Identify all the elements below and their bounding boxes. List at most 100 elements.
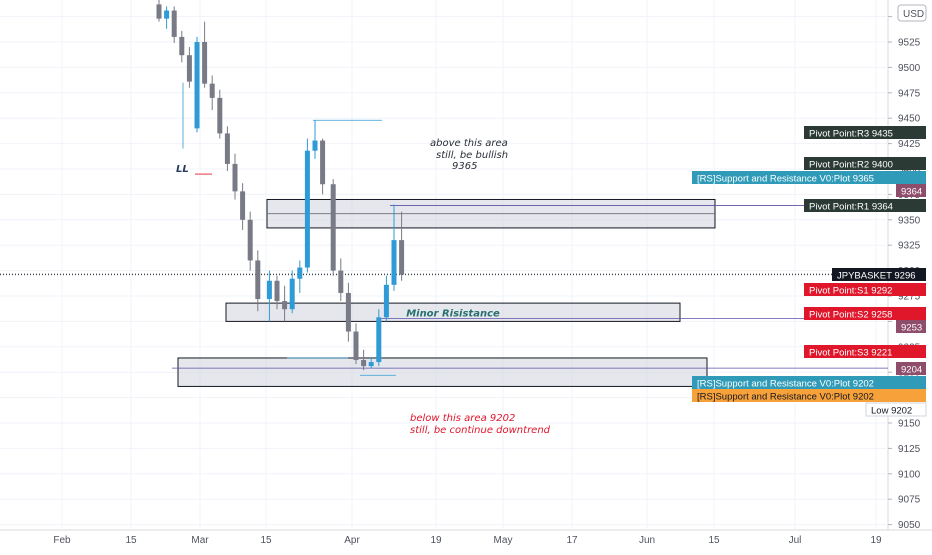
candle-body bbox=[240, 191, 246, 220]
candle-body bbox=[304, 150, 310, 268]
candle-body bbox=[209, 83, 215, 98]
price-tick-label: 9050 bbox=[898, 520, 921, 531]
level-badge bbox=[692, 376, 926, 389]
candle-body bbox=[345, 292, 351, 332]
candles-layer bbox=[156, 0, 405, 371]
annotation-below: still, be continue downtrend bbox=[410, 425, 551, 436]
price-tick-label: 9150 bbox=[898, 419, 921, 430]
time-tick-label: 15 bbox=[708, 535, 720, 546]
level-label: 9204 bbox=[901, 365, 922, 376]
candle-body bbox=[217, 97, 223, 134]
level-badge bbox=[804, 199, 926, 212]
candle-body bbox=[376, 317, 382, 363]
level-badge bbox=[804, 157, 926, 170]
zone-label: Minor Risistance bbox=[406, 308, 500, 319]
price-tick-label: 9275 bbox=[898, 292, 921, 303]
time-tick-label: Jun bbox=[639, 535, 655, 546]
level-label: Pivot Point:R1 9364 bbox=[809, 202, 893, 213]
candle-body bbox=[266, 280, 272, 300]
candle-body bbox=[179, 36, 185, 56]
candle-body bbox=[312, 140, 318, 151]
level-label: JPYBASKET 9296 bbox=[837, 271, 916, 282]
price-tick-label: 9100 bbox=[898, 469, 921, 480]
currency-label: USD bbox=[903, 9, 924, 20]
level-label: Pivot Point:S1 9292 bbox=[809, 286, 892, 297]
candle-body bbox=[247, 219, 253, 261]
zone-box bbox=[225, 302, 681, 322]
candle-body bbox=[164, 10, 170, 19]
price-tick-label: 9500 bbox=[898, 63, 921, 74]
time-tick-label: 15 bbox=[260, 535, 272, 546]
time-tick-label: Jul bbox=[789, 535, 802, 546]
time-tick-label: 15 bbox=[125, 535, 137, 546]
price-tick-label: 9525 bbox=[898, 38, 921, 49]
candle-body bbox=[383, 284, 389, 318]
zones-layer: Minor Risistance bbox=[177, 198, 716, 387]
time-axis[interactable]: Feb 15 Mar 15 Apr 19 May 17 Jun 15 Jul 19 bbox=[53, 535, 882, 546]
candle-body bbox=[330, 184, 336, 271]
time-tick-label: Mar bbox=[191, 535, 209, 546]
time-tick-label: May bbox=[494, 535, 513, 546]
candle-body bbox=[232, 163, 238, 192]
level-label: Pivot Point:S2 9258 bbox=[809, 310, 892, 321]
level-badge bbox=[832, 268, 926, 281]
level-badge bbox=[804, 307, 926, 320]
candle-body bbox=[224, 133, 230, 164]
time-tick-label: 17 bbox=[566, 535, 578, 546]
level-badge bbox=[804, 345, 926, 358]
level-badge bbox=[692, 389, 926, 402]
currency-badge bbox=[897, 4, 927, 22]
grid-lines bbox=[0, 0, 932, 531]
annotation-above: 9365 bbox=[452, 161, 477, 172]
price-tick-label: 9075 bbox=[898, 495, 921, 506]
level-label: Pivot Point:R3 9435 bbox=[809, 129, 893, 140]
candle-body bbox=[282, 301, 288, 310]
level-label: [RS]Support and Resistance V0:Plot 9365 bbox=[697, 174, 874, 185]
level-badge bbox=[896, 320, 926, 333]
level-badge bbox=[865, 402, 927, 417]
level-badge bbox=[804, 283, 926, 296]
level-label: Low 9202 bbox=[871, 406, 912, 417]
level-badge bbox=[896, 362, 926, 375]
price-tick-label: 9425 bbox=[898, 139, 921, 150]
candle-body bbox=[353, 331, 359, 361]
level-label: 9253 bbox=[901, 323, 922, 334]
guide-lines bbox=[0, 82, 888, 376]
time-tick-label: 19 bbox=[870, 535, 882, 546]
candle-body bbox=[368, 362, 374, 367]
candle-body bbox=[289, 278, 295, 310]
level-badge bbox=[896, 184, 926, 197]
candle-body bbox=[338, 270, 344, 293]
zone-box bbox=[177, 357, 708, 387]
price-tick-label: 9450 bbox=[898, 114, 921, 125]
level-label: 9364 bbox=[901, 187, 922, 198]
candle-body bbox=[186, 55, 192, 82]
level-label: Pivot Point:S3 9221 bbox=[809, 348, 892, 359]
candle-body bbox=[399, 240, 405, 275]
level-labels: Pivot Point:R3 9435 Pivot Point:R2 9400 [R… bbox=[692, 126, 927, 417]
price-tick-label: 9475 bbox=[898, 88, 921, 99]
candle-body bbox=[361, 360, 367, 367]
price-tick-label: 9325 bbox=[898, 241, 921, 252]
annotation-below: below this area 9202 bbox=[410, 413, 515, 424]
candle-body bbox=[274, 280, 280, 302]
level-badge bbox=[804, 126, 926, 139]
level-badge bbox=[692, 171, 926, 184]
time-tick-label: Feb bbox=[53, 535, 71, 546]
level-label: [RS]Support and Resistance V0:Plot 9202 bbox=[697, 392, 874, 403]
ll-label: LL bbox=[176, 164, 189, 175]
level-label: Pivot Point:R2 9400 bbox=[809, 160, 893, 171]
candle-body bbox=[194, 42, 200, 129]
time-tick-label: 19 bbox=[430, 535, 442, 546]
price-tick-label: 9125 bbox=[898, 444, 921, 455]
time-tick-label: Apr bbox=[344, 535, 360, 546]
candle-body bbox=[297, 267, 303, 279]
candle-body bbox=[171, 10, 177, 37]
candle-body bbox=[202, 42, 208, 84]
candle-body bbox=[391, 240, 397, 285]
candle-body bbox=[156, 4, 162, 19]
candle-body bbox=[320, 140, 326, 185]
